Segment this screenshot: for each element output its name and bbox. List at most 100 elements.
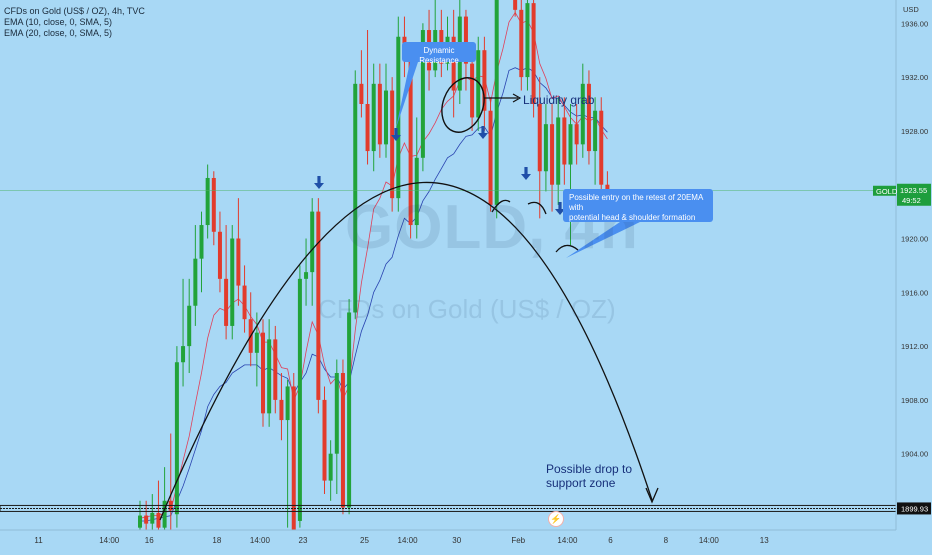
candle-body [408, 56, 413, 226]
candle [291, 373, 296, 542]
candle-body [150, 512, 155, 524]
price-tick-label: 1920.00 [901, 235, 928, 244]
candle-body [451, 36, 456, 91]
time-tick-label: 8 [664, 536, 669, 545]
support-badge-value: 1899.93 [901, 504, 928, 513]
price-badge-countdown: 49:52 [902, 196, 921, 205]
candle [285, 379, 290, 528]
candle [334, 359, 339, 495]
down-arrow-shaft [317, 176, 321, 183]
candle-body [322, 399, 327, 481]
candle [593, 97, 598, 185]
candle [556, 97, 561, 205]
candle-body [316, 211, 321, 400]
candle [174, 346, 179, 528]
candle-body [586, 83, 591, 152]
symbol-badge [873, 185, 896, 196]
candle [365, 30, 370, 165]
dynamic-resistance-pointer [396, 62, 418, 128]
time-tick-label: 14:00 [398, 536, 419, 545]
candle [340, 359, 345, 515]
time-tick-label: 23 [299, 536, 308, 545]
candle [248, 292, 253, 367]
candle-body [162, 500, 167, 528]
legend-title[interactable]: CFDs on Gold (US$ / OZ), 4h, TVC [4, 6, 145, 16]
candle-body [297, 278, 302, 521]
candle-body [390, 90, 395, 199]
candles-layer [138, 0, 610, 548]
entry-note-line2: potential head & shoulder formation [569, 213, 696, 222]
candle-body [550, 124, 555, 185]
candle-body [488, 110, 493, 205]
candle [550, 104, 555, 212]
price-tick-label: 1912.00 [901, 342, 928, 351]
candle [580, 63, 585, 158]
candle-body [328, 453, 333, 481]
down-arrow-head [555, 209, 565, 215]
candle [273, 325, 278, 414]
candle-body [193, 258, 198, 306]
candle [377, 63, 382, 158]
candle [310, 198, 315, 306]
drawings-layer [159, 62, 659, 521]
price-badge [897, 183, 931, 206]
candle-body [593, 110, 598, 152]
candle [224, 225, 229, 340]
candle [168, 433, 173, 535]
candle-body [144, 515, 149, 524]
candle-body [562, 117, 567, 165]
candle-body [365, 104, 370, 152]
price-axis: USD1956.001952.001948.001944.001940.0019… [873, 0, 932, 550]
dynamic-resistance-label: Dynamic Resistance [419, 46, 459, 65]
down-arrow-head [478, 133, 488, 139]
candle-body [353, 83, 358, 313]
possible-drop-label: Possible drop to support zone [546, 462, 632, 490]
time-tick-label: 30 [452, 536, 461, 545]
time-tick-label: 25 [360, 536, 369, 545]
candle-body [199, 225, 204, 259]
candle [187, 278, 192, 373]
entry-note-callout[interactable]: Possible entry on the retest of 20EMA wi… [563, 189, 713, 222]
legend-ema20[interactable]: EMA (20, close, 0, SMA, 5) [4, 28, 113, 38]
dynamic-resistance-callout[interactable]: Dynamic Resistance [402, 42, 476, 65]
time-tick-label: 14:00 [250, 536, 271, 545]
time-axis-bg [0, 530, 932, 550]
candle [279, 373, 284, 441]
candle [482, 36, 487, 131]
shoulder-arc-left [491, 199, 511, 213]
ema10-layer [139, 11, 608, 519]
down-arrow-shaft [524, 167, 528, 174]
time-tick-label: 11 [34, 536, 43, 545]
candle-body [531, 3, 536, 104]
time-tick-label: 13 [760, 536, 769, 545]
time-tick-label: 14:00 [557, 536, 578, 545]
candle-body [242, 285, 247, 320]
economic-event-icon[interactable]: ⚡ [549, 512, 563, 526]
down-arrow-head [521, 174, 531, 180]
candle-body [605, 184, 610, 192]
price-badge-value: 1923.55 [900, 186, 927, 195]
candle-body [291, 386, 296, 535]
candle-body [359, 83, 364, 104]
candle [267, 319, 272, 427]
candle [322, 386, 327, 495]
candle-body [347, 312, 352, 508]
candle [488, 97, 493, 212]
candle-body [476, 50, 481, 118]
ema10-line [139, 11, 608, 519]
liquidity-arrowhead [512, 93, 522, 103]
candle-body [519, 9, 524, 78]
candle-body [224, 278, 229, 326]
candle-body [513, 0, 518, 10]
candle [494, 0, 499, 219]
candle-body [211, 177, 216, 232]
candle-body [543, 124, 548, 172]
legend-ema10[interactable]: EMA (10, close, 0, SMA, 5) [4, 17, 113, 27]
arc-arrowhead [645, 487, 659, 504]
price-tick-label: 1908.00 [901, 396, 928, 405]
candle [384, 63, 388, 158]
candle [525, 0, 530, 91]
down-arrow-head [314, 183, 324, 189]
